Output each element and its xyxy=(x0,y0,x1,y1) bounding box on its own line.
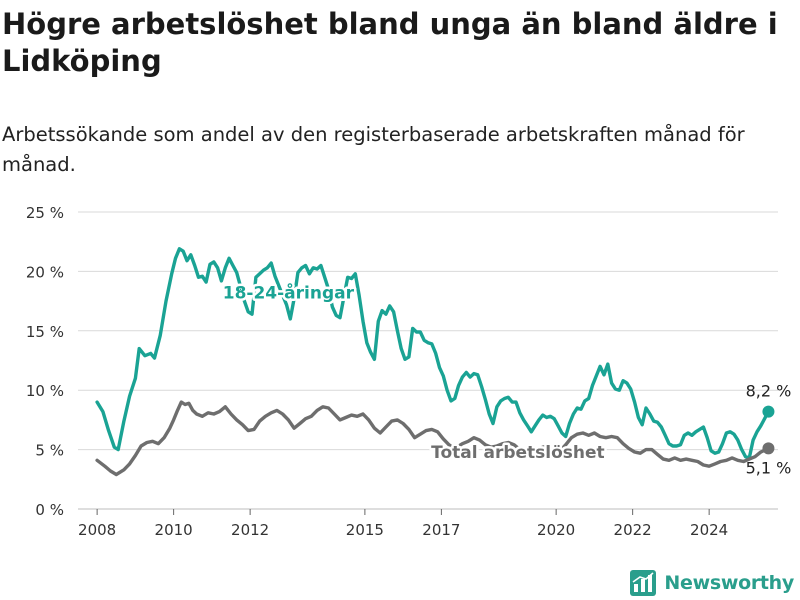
label-layer: 18-24-åringar Total arbetslöshet 8,2 % 5,1 … xyxy=(220,279,792,477)
x-tick-label: 2010 xyxy=(155,521,193,539)
chart-subtitle: Arbetssökande som andel av den registerb… xyxy=(2,123,745,176)
total-series-line xyxy=(95,400,771,477)
youth-series-label: 18-24-åringar xyxy=(223,282,355,304)
x-tick-label: 2015 xyxy=(346,521,384,539)
youth-end-value-label: 8,2 % xyxy=(746,382,792,401)
y-tick-label: 20 % xyxy=(26,263,64,281)
x-tick-label: 2008 xyxy=(78,521,116,539)
grid-layer xyxy=(78,211,778,510)
youth-series-end-point xyxy=(762,405,775,418)
total-series-label: Total arbetslöshet xyxy=(431,443,605,463)
y-tick-label: 25 % xyxy=(26,204,64,222)
x-tick-label: 2020 xyxy=(537,521,575,539)
page-title: Högre arbetslöshet bland unga än bland ä… xyxy=(2,7,778,78)
y-tick-label: 5 % xyxy=(35,442,64,460)
y-tick-label: 15 % xyxy=(26,323,64,341)
x-tick-label: 2024 xyxy=(690,521,728,539)
y-tick-label: 0 % xyxy=(35,501,64,519)
series-layer xyxy=(95,247,775,477)
total-series-end-point xyxy=(762,442,775,455)
youth-series-line xyxy=(95,247,771,460)
x-tick-label: 2017 xyxy=(422,521,460,539)
x-tick-label: 2022 xyxy=(614,521,652,539)
axis-layer: 0 % 5 % 10 % 15 % 20 % 25 % 2008 2010 2012 2015 20… xyxy=(26,204,728,539)
x-tick-label: 2012 xyxy=(231,521,269,539)
brand-name: Newsworthy xyxy=(664,572,794,594)
total-end-value-label: 5,1 % xyxy=(746,458,792,477)
newsworthy-logo-icon xyxy=(630,570,657,596)
brand-logo[interactable]: Newsworthy xyxy=(630,569,794,597)
y-tick-label: 10 % xyxy=(26,382,64,400)
